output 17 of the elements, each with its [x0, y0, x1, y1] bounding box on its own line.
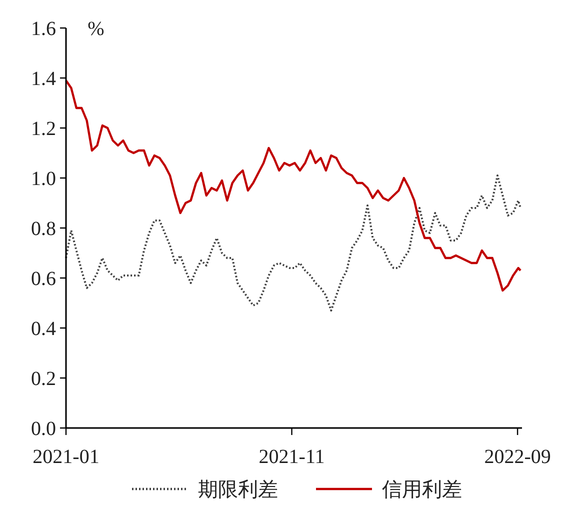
- x-tick-label: 2021-11: [258, 446, 325, 468]
- y-tick-label: 1.4: [31, 68, 56, 90]
- legend-label: 信用利差: [382, 477, 462, 501]
- y-tick-label: 1.6: [31, 18, 56, 40]
- line-series: [64, 79, 522, 292]
- line-series: [65, 174, 522, 312]
- y-axis-title: %: [88, 18, 104, 40]
- x-tick-label: 2021-01: [32, 446, 100, 468]
- y-tick-label: 1.2: [31, 118, 56, 140]
- y-tick-label: 0.8: [31, 218, 56, 240]
- y-tick-label: 0.2: [31, 368, 56, 390]
- legend-label: 期限利差: [198, 477, 278, 501]
- y-tick-label: 1.0: [31, 168, 56, 190]
- y-tick-label: 0.4: [31, 318, 56, 340]
- y-tick-label: 0.6: [31, 268, 56, 290]
- y-tick-label: 0.0: [31, 418, 56, 440]
- x-tick-label: 2022-09: [484, 446, 551, 468]
